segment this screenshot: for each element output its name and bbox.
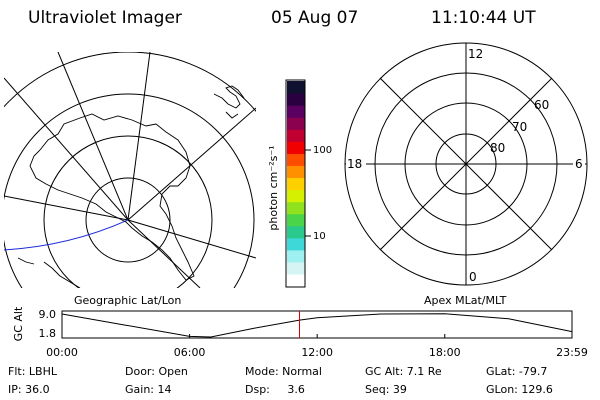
dsp-info: Dsp: 3.6	[245, 383, 305, 396]
colorbar-cell	[287, 225, 305, 239]
meridian	[127, 52, 151, 221]
alt-ytick-9: 9.0	[39, 308, 57, 321]
colorbar-cell	[287, 249, 305, 263]
mlat-label-70: 70	[512, 120, 527, 134]
alt-xtick-label: 12:00	[301, 346, 333, 359]
colorbar-tick-label: 10	[313, 231, 326, 242]
colorbar-cell	[287, 93, 305, 106]
apex-caption: Apex MLat/MLT	[424, 294, 507, 307]
altitude-curve	[61, 313, 573, 338]
colorbar-cell	[287, 165, 305, 179]
lat-circle	[43, 135, 213, 288]
glat-info: GLat: -79.7	[486, 365, 548, 378]
colorbar-cell	[287, 81, 305, 94]
meridian	[57, 52, 129, 221]
time-label: 11:10:44 UT	[431, 8, 536, 28]
mlt-diagonal	[379, 77, 553, 251]
meridian	[127, 107, 256, 221]
mode-info: Mode: Normal	[245, 365, 322, 378]
colorbar-cell	[287, 177, 305, 191]
mlt-label-18: 18	[347, 157, 362, 171]
colorbar-tick-label: 100	[313, 145, 332, 156]
colorbar-cell	[287, 261, 305, 275]
colorbar-unit-label: photon cm⁻²s⁻¹	[267, 145, 280, 230]
colorbar-frame	[285, 79, 306, 288]
colorbar-cell	[287, 237, 305, 251]
colorbar-cell	[287, 189, 305, 203]
alt-xtick-label: 06:00	[174, 346, 206, 359]
mlt-label-0: 0	[469, 270, 477, 284]
door-info: Door: Open	[125, 365, 188, 378]
glon-info: GLon: 129.6	[486, 383, 553, 396]
colorbar-cell	[287, 201, 305, 215]
lat-circle	[4, 93, 255, 288]
gc-alt-info: GC Alt: 7.1 Re	[365, 365, 442, 378]
geo-map-frame	[4, 52, 256, 288]
mlat-label-60: 60	[534, 98, 549, 112]
instrument-title: Ultraviolet Imager	[28, 8, 182, 28]
lat-circle	[85, 177, 171, 263]
colorbar-cell	[287, 141, 305, 154]
alt-xticks: 00:00 06:00 12:00 18:00 23:59	[46, 334, 588, 359]
geo-caption: Geographic Lat/Lon	[74, 294, 182, 307]
alt-xtick-label: 23:59	[556, 346, 588, 359]
coastline-detail	[17, 257, 81, 288]
meridian	[127, 219, 201, 288]
peninsula-detail	[213, 85, 245, 119]
meridian	[4, 77, 129, 221]
colorbar-cell	[287, 213, 305, 227]
date-label: 05 Aug 07	[271, 8, 359, 28]
highlight-meridian	[4, 219, 129, 251]
alt-ytick-1.8: 1.8	[39, 327, 57, 340]
altitude-strip: 9.0 1.8 GC Alt 00:00 06:00 12:00 18:00 23:59	[12, 306, 588, 359]
filter-info: Flt: LBHL	[8, 365, 57, 378]
coastline	[29, 113, 195, 281]
alt-xtick-label: 00:00	[46, 346, 78, 359]
gain-info: Gain: 14	[125, 383, 172, 396]
colorbar-cell	[287, 129, 305, 142]
colorbar-cell	[287, 117, 305, 130]
seq-info: Seq: 39	[365, 383, 407, 396]
alt-xtick-label: 18:00	[429, 346, 461, 359]
colorbar-gradient	[287, 81, 305, 287]
mlt-label-6: 6	[575, 157, 583, 171]
meridian	[4, 195, 129, 221]
altitude-strip-frame	[61, 310, 573, 339]
mlat-label-80: 80	[490, 141, 505, 155]
meridian	[127, 219, 256, 259]
colorbar-cell	[287, 153, 305, 167]
mlt-label-12: 12	[468, 47, 483, 61]
colorbar-cell	[287, 273, 305, 287]
polar-grid	[344, 42, 588, 286]
colorbar: 100 10 photon cm⁻²s⁻¹	[267, 79, 332, 288]
colorbar-cell	[287, 105, 305, 118]
geographic-map	[4, 52, 256, 288]
polar-labels: 12 18 6 0 60 70 80	[346, 46, 585, 284]
ip-info: IP: 36.0	[8, 383, 50, 396]
alt-axis-label: GC Alt	[12, 306, 25, 341]
